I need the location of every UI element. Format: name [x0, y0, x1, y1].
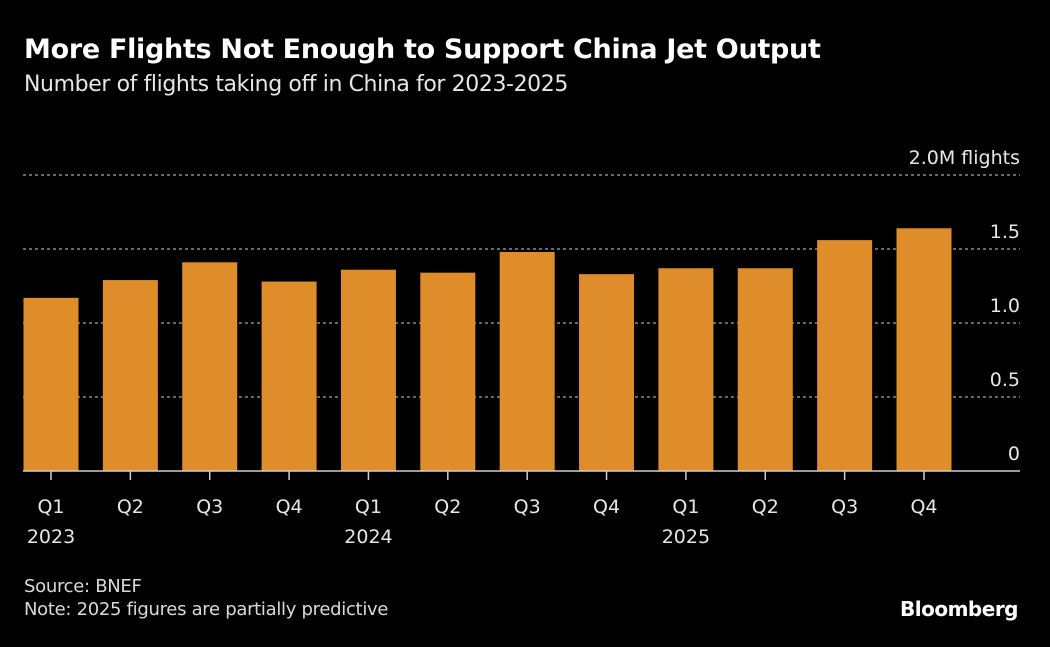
bar — [340, 269, 396, 471]
x-axis — [23, 470, 1020, 480]
x-tick-label: Q3 — [831, 496, 858, 518]
x-tick-label: Q2 — [434, 496, 461, 518]
bar — [579, 274, 635, 471]
y-tick-label: 1.0 — [990, 295, 1020, 317]
x-tick-label: Q1 — [355, 496, 382, 518]
y-tick-label: 1.5 — [990, 221, 1020, 243]
chart-subtitle: Number of flights taking off in China fo… — [24, 72, 568, 97]
x-tick-label: Q3 — [514, 496, 541, 518]
x-tick-label: Q4 — [910, 496, 937, 518]
bar — [658, 268, 714, 471]
x-axis-labels: Q1 Q2 Q3 Q4 Q1 Q2 Q3 Q4 Q1 Q2 Q3 Q4 2023 2024 2025 — [27, 496, 938, 548]
bar — [737, 268, 793, 471]
bar — [23, 297, 79, 471]
y-tick-label: 2.0M flights — [909, 147, 1020, 169]
bar — [817, 240, 873, 471]
y-tick-label: 0 — [1008, 443, 1020, 465]
bar — [420, 272, 476, 471]
year-label: 2023 — [27, 526, 75, 548]
x-tick-label: Q2 — [752, 496, 779, 518]
bar — [499, 251, 555, 471]
bar — [182, 262, 238, 471]
chart-title: More Flights Not Enough to Support China… — [24, 34, 821, 65]
bar — [102, 280, 158, 471]
y-tick-label: 0.5 — [990, 369, 1020, 391]
year-label: 2024 — [344, 526, 392, 548]
y-axis-labels: 0 0.5 1.0 1.5 2.0M flights — [909, 147, 1020, 465]
x-tick-label: Q1 — [672, 496, 699, 518]
bar — [896, 228, 952, 471]
footnote: Note: 2025 figures are partially predict… — [24, 599, 389, 620]
x-tick-label: Q3 — [196, 496, 223, 518]
x-tick-label: Q2 — [117, 496, 144, 518]
x-tick-label: Q4 — [593, 496, 620, 518]
year-label: 2025 — [662, 526, 710, 548]
x-tick-label: Q1 — [37, 496, 64, 518]
x-tick-label: Q4 — [276, 496, 303, 518]
bar — [261, 281, 317, 471]
bars — [23, 228, 952, 471]
bloomberg-logo: Bloomberg — [900, 597, 1018, 621]
source-note: Source: BNEF — [24, 576, 142, 597]
